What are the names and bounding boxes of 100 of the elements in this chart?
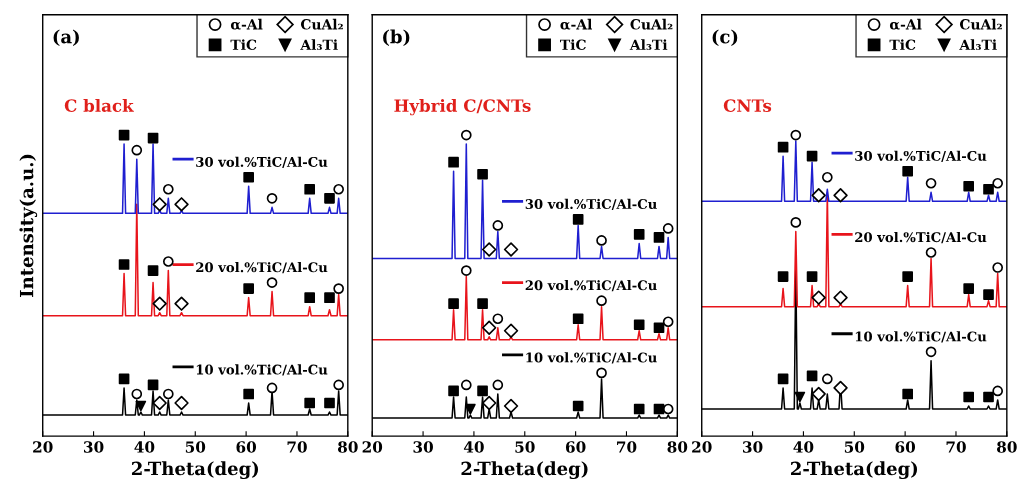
legend-label: 30 vol.%TiC/Al-Cu [196,156,328,168]
point [465,403,476,415]
point [324,292,335,303]
x-tick-label: 60 [895,441,916,453]
x-tick-label: 70 [617,441,637,453]
point [333,379,344,391]
point [174,197,189,212]
point [162,388,174,400]
point [572,214,584,225]
point [596,367,607,379]
legend-label: 10 vol.%TiC/Al-Cu [196,364,328,376]
point [806,271,818,282]
text: Hybrid C/CNTs [394,98,531,116]
legend-label: 20 vol.%TiC/Al-Cu [855,231,987,244]
chart-title: (b) [383,29,410,46]
point [633,229,645,240]
x-tick-label: 60 [236,441,257,453]
point [811,290,826,305]
point [324,397,335,409]
point [481,395,497,411]
point [147,265,159,276]
legend-label: 30 vol.%TiC/Al-Cu [855,150,987,162]
point [633,319,645,331]
point [503,398,519,414]
point [633,403,645,415]
legend-label: 30 vol.%TiC/Al-Cu [525,198,657,211]
point [481,242,497,257]
point [118,373,130,385]
x-tick-label: 20 [362,441,383,453]
point [806,150,818,162]
point [174,296,189,311]
chart-title: (c) [712,29,738,46]
legend-label: α-Al [889,18,922,30]
legend-label: Al₃Ti [300,39,338,50]
legend-label: CuAl₂ [300,18,343,30]
point [992,262,1004,273]
legend-label: TiC [560,39,586,50]
legend-label: 20 vol.%TiC/Al-Cu [196,262,328,274]
x-axis-title: 2-Theta(deg) [131,461,259,480]
point [925,346,937,358]
point [794,391,806,403]
point [596,235,607,246]
point [503,242,519,257]
point [131,388,143,400]
point [902,388,914,400]
point [925,247,937,258]
legend-label: 20 vol.%TiC/Al-Cu [525,280,657,292]
point [304,183,316,195]
point [147,379,159,391]
legend-label: 10 vol.%TiC/Al-Cu [526,352,657,364]
x-tick-label: 70 [287,441,307,453]
point [503,323,519,338]
legend-label: CuAl₂ [630,18,673,30]
x-tick-label: 40 [793,441,814,453]
point [963,180,975,192]
point [266,382,278,394]
x-tick-label: 60 [565,441,586,453]
point [821,373,833,385]
x-tick-label: 30 [84,441,104,453]
point [790,129,802,141]
point [572,313,584,325]
legend-label: Al₃Ti [959,39,997,50]
point [477,385,488,397]
x-tick-label: 20 [33,441,53,453]
point [790,217,802,228]
point [811,386,826,402]
x-axis-title: 2-Theta(deg) [461,461,588,480]
point [833,380,848,396]
point [448,298,459,309]
point [653,232,665,243]
point [333,283,344,294]
point [902,271,914,282]
y-axis-title: Intensity(a.u.) [19,154,38,297]
point [243,388,254,400]
point [983,391,994,403]
x-tick-label: 80 [337,441,358,453]
point [460,265,472,276]
point [492,220,504,231]
x-tick-label: 30 [743,441,763,453]
point [266,192,278,204]
point [963,283,975,294]
point [460,379,472,391]
point [963,391,975,403]
x-axis-title: 2-Theta(deg) [790,461,918,480]
point [304,397,316,409]
legend-label: Al₃Ti [629,39,668,50]
point [833,290,848,305]
point [324,192,335,204]
point [983,289,994,300]
point [131,144,143,156]
point [152,395,167,411]
point [243,283,254,294]
legend-label: TiC [230,39,257,50]
point [662,316,674,328]
legend-label: 10 vol.%TiC/Al-Cu [855,331,987,343]
point [135,400,147,412]
point [118,259,130,270]
point [777,141,789,153]
legend-label: TiC [889,39,916,50]
point [147,132,159,144]
